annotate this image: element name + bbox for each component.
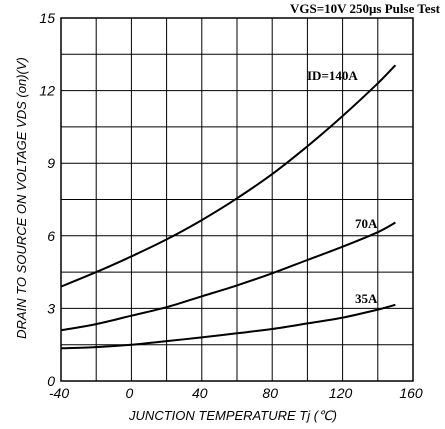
series-label-70a: 70A xyxy=(355,216,378,231)
x-tick-label: 120 xyxy=(329,385,353,401)
y-axis-title: DRAIN TO SOURCE ON VOLTAGE VDS (on)(V) xyxy=(14,57,29,339)
series-lines xyxy=(60,64,397,350)
y-tick-label: 6 xyxy=(47,228,55,244)
grid xyxy=(60,17,414,382)
series-label-140a: ID=140A xyxy=(307,68,358,83)
x-tick-label: 40 xyxy=(192,385,208,401)
y-tick-label: 15 xyxy=(39,10,55,26)
x-tick-label: 80 xyxy=(262,385,278,401)
y-tick-label: 12 xyxy=(39,83,55,99)
x-tick-label: -40 xyxy=(49,385,69,401)
x-axis-title: JUNCTION TEMPERATURE Tj (℃) xyxy=(128,408,337,423)
plot-frame xyxy=(60,17,414,382)
y-tick-label: 3 xyxy=(47,300,55,316)
x-tick-label: 160 xyxy=(399,385,423,401)
chart-title: VGS=10V 250μs Pulse Test xyxy=(290,1,441,16)
y-tick-labels: 0 3 6 9 12 15 xyxy=(39,10,55,389)
y-tick-label: 0 xyxy=(47,373,55,389)
series-line-2 xyxy=(60,303,396,350)
series-label-35a: 35A xyxy=(355,291,378,306)
x-tick-labels: -40 0 40 80 120 160 xyxy=(49,385,423,401)
series-line-0 xyxy=(60,64,397,288)
series-line-1 xyxy=(60,221,396,332)
y-tick-label: 9 xyxy=(47,155,55,171)
x-tick-label: 0 xyxy=(126,385,134,401)
